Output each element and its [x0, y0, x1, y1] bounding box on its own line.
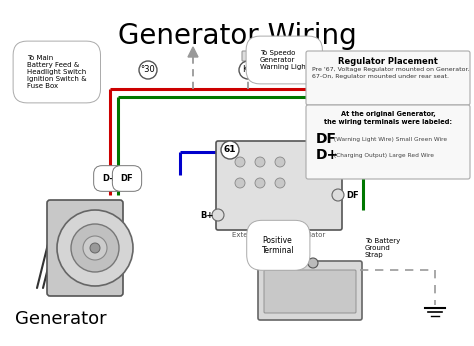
Text: To Speedo
Generator
Warning Light: To Speedo Generator Warning Light	[260, 50, 309, 70]
Circle shape	[212, 209, 224, 221]
Text: DF: DF	[346, 191, 359, 200]
Circle shape	[83, 236, 107, 260]
Text: D+: D+	[346, 157, 360, 166]
Text: (Charging Output) Large Red Wire: (Charging Output) Large Red Wire	[332, 153, 434, 158]
Text: 61: 61	[224, 146, 236, 155]
Text: DF: DF	[316, 132, 337, 146]
Text: Positive
Terminal: Positive Terminal	[262, 236, 295, 255]
Circle shape	[239, 61, 257, 79]
Text: D+: D+	[316, 148, 339, 162]
Circle shape	[71, 224, 119, 272]
FancyBboxPatch shape	[242, 51, 254, 61]
FancyBboxPatch shape	[306, 105, 470, 179]
FancyBboxPatch shape	[264, 270, 356, 313]
Circle shape	[90, 243, 100, 253]
Circle shape	[255, 178, 265, 188]
Circle shape	[275, 178, 285, 188]
Text: D+: D+	[102, 174, 116, 183]
Circle shape	[235, 178, 245, 188]
Polygon shape	[188, 47, 198, 57]
FancyBboxPatch shape	[258, 261, 362, 320]
Circle shape	[221, 141, 239, 159]
Text: Generator Wiring: Generator Wiring	[118, 22, 356, 50]
Circle shape	[288, 258, 298, 268]
Text: B+: B+	[201, 210, 214, 219]
Text: To Battery
Ground
Strap: To Battery Ground Strap	[365, 238, 400, 258]
FancyBboxPatch shape	[306, 51, 470, 105]
Text: °30: °30	[141, 65, 155, 74]
FancyBboxPatch shape	[216, 141, 342, 230]
Circle shape	[275, 157, 285, 167]
Text: K2: K2	[243, 65, 254, 74]
Text: Regulator Placement: Regulator Placement	[338, 57, 438, 66]
Circle shape	[332, 156, 344, 168]
Circle shape	[332, 189, 344, 201]
Circle shape	[139, 61, 157, 79]
Text: (Warning Light Wire) Small Green Wire: (Warning Light Wire) Small Green Wire	[332, 137, 447, 142]
Text: To Main
Battery Feed &
Headlight Switch
Ignition Switch &
Fuse Box: To Main Battery Feed & Headlight Switch …	[27, 55, 87, 89]
Circle shape	[57, 210, 133, 286]
Circle shape	[255, 157, 265, 167]
Text: External Voltage Regulator: External Voltage Regulator	[232, 232, 326, 238]
Text: At the original Generator,
the wiring terminals were labeled:: At the original Generator, the wiring te…	[324, 111, 452, 125]
Text: DF: DF	[121, 174, 133, 183]
Text: Generator: Generator	[15, 310, 107, 328]
Text: Pre '67, Voltage Regulator mounted on Generator.
67-On, Regulator mounted under : Pre '67, Voltage Regulator mounted on Ge…	[312, 67, 470, 79]
Circle shape	[235, 157, 245, 167]
Circle shape	[308, 258, 318, 268]
FancyBboxPatch shape	[47, 200, 123, 296]
